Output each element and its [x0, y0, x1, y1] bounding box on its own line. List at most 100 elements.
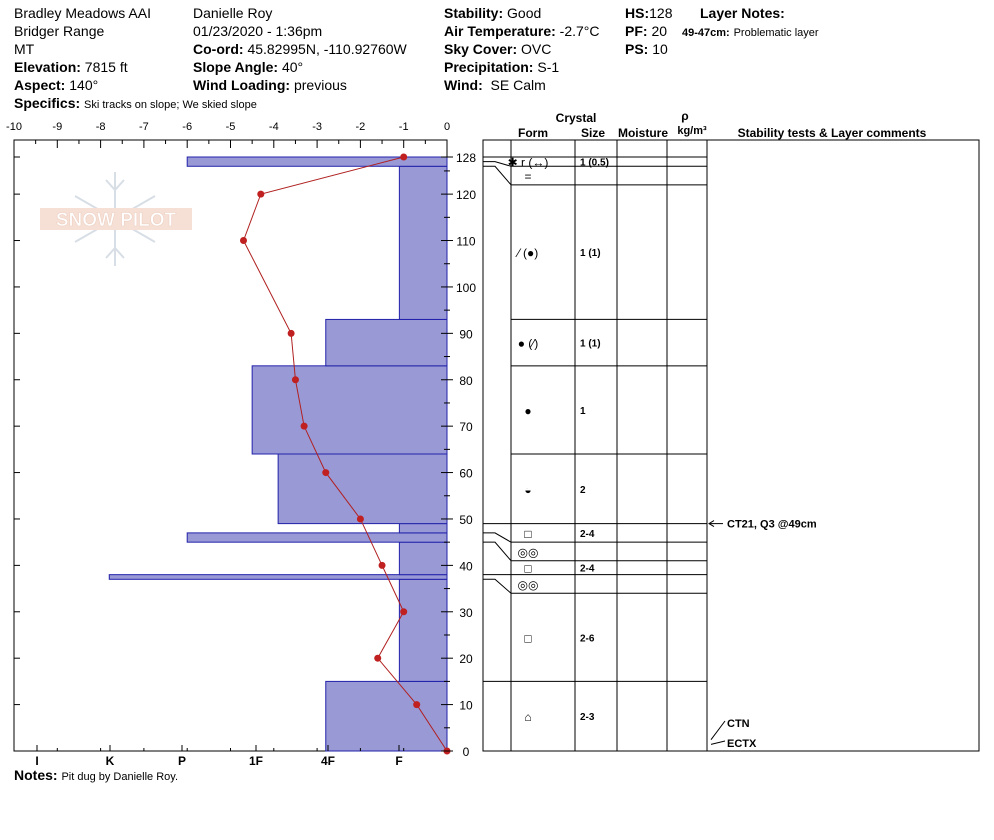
layer-size: 1 (1) — [580, 339, 601, 350]
ps-value: 10 — [652, 41, 668, 57]
logo-text: SNOW PILOT — [56, 210, 177, 231]
layer-form: ⁄ (●) — [515, 246, 539, 260]
wind-loading-label: Wind Loading: — [193, 77, 291, 93]
height-axis: 0 10 20 30 40 50 60 70 80 90 100 110 120 128 — [14, 151, 476, 759]
temperature-point — [239, 237, 247, 245]
height-tick-label: 90 — [459, 327, 473, 341]
wind-loading-value: previous — [293, 77, 347, 93]
air-temperature: Air Temperature: -2.7°C — [444, 22, 600, 40]
stability-value: Good — [507, 5, 542, 21]
temp-tick-label: -9 — [52, 121, 62, 133]
hardness-bars — [108, 156, 448, 752]
layer-size: 1 (0.5) — [580, 158, 609, 169]
specifics-label: Specifics: — [14, 95, 81, 111]
layer-connector — [483, 532, 512, 543]
hs-label: HS: — [625, 5, 650, 21]
stability: Stability: Good — [444, 4, 541, 22]
specifics: Specifics: Ski tracks on slope; We skied… — [14, 94, 257, 114]
layer-connector — [483, 578, 512, 594]
height-tick-label: 20 — [459, 652, 473, 666]
layer-size: 2-4 — [580, 564, 595, 575]
temperature-point — [300, 422, 308, 430]
hardness-bar — [398, 541, 448, 576]
layer-size: 2-3 — [580, 712, 595, 723]
temp-tick-label: -7 — [139, 121, 149, 133]
layer-size: 1 — [580, 406, 586, 417]
temperature-axis: -10 -9 -8 -7 -6 -5 -4 -3 -2 -1 0 — [6, 121, 450, 148]
height-tick-label: 30 — [459, 606, 473, 620]
elevation-label: Elevation: — [14, 59, 81, 75]
temp-tick-label: -5 — [226, 121, 236, 133]
density-unit-header: kg/m³ — [677, 125, 707, 137]
form-header: Form — [518, 126, 548, 140]
hardness-tick-label: I — [35, 754, 38, 768]
layer-form: ◎◎ — [518, 578, 539, 592]
ps: PS: 10 — [625, 40, 668, 58]
density-symbol-header: ρ — [681, 109, 688, 123]
temperature-point — [287, 329, 295, 337]
moisture-header: Moisture — [618, 126, 668, 140]
temperature-point — [322, 469, 330, 477]
layer-size: 2 — [580, 485, 586, 496]
temp-tick-label: -8 — [96, 121, 106, 133]
hardness-bar — [277, 453, 448, 525]
stability-test-label: CTN — [727, 718, 750, 730]
hardness-bar — [186, 156, 448, 167]
state: MT — [14, 41, 35, 57]
layer-note-range: 49-47cm: — [682, 27, 730, 39]
hs-value: 128 — [649, 5, 673, 21]
elevation: Elevation: 7815 ft — [14, 58, 128, 76]
slope-label: Slope Angle: — [193, 59, 279, 75]
datetime: 01/23/2020 - 1:36pm — [193, 23, 323, 39]
sky-cover: Sky Cover: OVC — [444, 40, 551, 58]
location: Bradley Meadows AAI — [14, 5, 151, 21]
temperature-point — [400, 153, 408, 161]
height-tick-label: 120 — [456, 188, 476, 202]
precip-value: S-1 — [537, 59, 560, 75]
layer-connector — [483, 161, 512, 167]
aspect: Aspect: 140° — [14, 76, 98, 94]
precipitation: Precipitation: S-1 — [444, 58, 559, 76]
height-tick-label: 110 — [456, 235, 475, 249]
stability-arrow — [710, 720, 726, 741]
layer-notes-label: Layer Notes: — [700, 5, 785, 21]
temperature-point — [291, 376, 299, 384]
hardness-bar — [398, 523, 448, 534]
slope-value: 40° — [281, 59, 304, 75]
layer-form: □ — [524, 631, 531, 645]
wind-loading: Wind Loading: previous — [193, 76, 347, 94]
air-temp-value: -2.7°C — [559, 23, 600, 39]
wind-value: SE Calm — [490, 77, 546, 93]
layer-form: ◒ — [524, 483, 531, 497]
hs: HS:128 — [625, 4, 672, 22]
pf: PF: 20 — [625, 22, 667, 40]
layer-note-text: Problematic layer — [733, 27, 819, 39]
hardness-bar — [325, 318, 448, 367]
logo-banner — [40, 208, 192, 230]
temperature-point — [378, 561, 386, 569]
hardness-axis: I K P 1F 4F F — [35, 745, 405, 768]
hardness-bar — [108, 574, 448, 580]
coord-label: Co-ord: — [193, 41, 244, 57]
temperature-point — [257, 190, 265, 198]
height-tick-label: 60 — [459, 467, 473, 481]
stability-arrowhead — [708, 520, 715, 528]
stability-header: Stability tests & Layer comments — [738, 126, 927, 140]
height-tick-label: 80 — [459, 374, 473, 388]
stability-test-label: CT21, Q3 @49cm — [727, 519, 817, 531]
layer-form: ● — [524, 404, 531, 418]
pf-label: PF: — [625, 23, 648, 39]
temperature-point — [400, 608, 408, 616]
layer-table: Crystal Form Size Moisture ρ kg/m³ Stability t… — [482, 109, 980, 752]
notes: Notes: Pit dug by Danielle Roy. — [14, 766, 178, 786]
height-tick-label: 70 — [459, 420, 473, 434]
wind: Wind: SE Calm — [444, 76, 546, 94]
layer-size: 2-4 — [580, 529, 595, 540]
temp-tick-label: -1 — [399, 121, 409, 133]
sky-label: Sky Cover: — [444, 41, 518, 57]
height-tick-label: 10 — [459, 699, 473, 713]
temperature-point — [356, 515, 364, 523]
hardness-tick-label: K — [106, 754, 115, 768]
notes-value: Pit dug by Danielle Roy. — [61, 771, 179, 783]
temp-tick-label: -6 — [182, 121, 192, 133]
